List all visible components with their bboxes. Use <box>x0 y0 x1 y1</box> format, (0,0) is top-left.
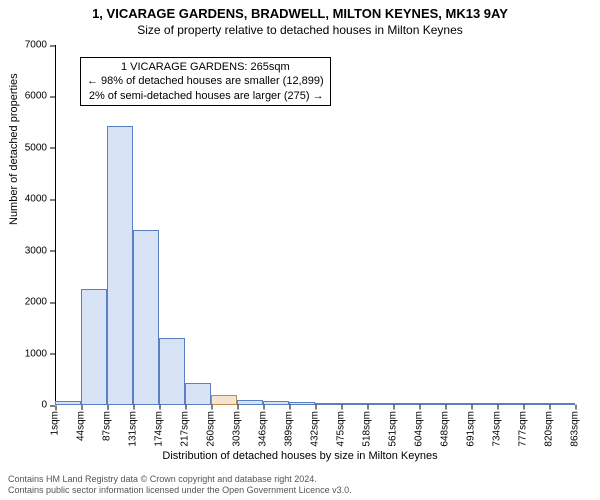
histogram-bar <box>211 395 237 405</box>
x-tick-label: 44sqm <box>76 411 87 441</box>
x-tick-label: 432sqm <box>310 411 321 447</box>
y-tick-label: 1000 <box>25 348 47 359</box>
histogram-bar <box>81 289 107 405</box>
x-tick-label: 346sqm <box>258 411 269 447</box>
y-tick-label: 6000 <box>25 91 47 102</box>
x-tick-label: 87sqm <box>102 411 113 441</box>
y-tick-label: 4000 <box>25 194 47 205</box>
y-tick-label: 2000 <box>25 297 47 308</box>
x-tick-label: 174sqm <box>154 411 165 447</box>
x-tick-label: 389sqm <box>284 411 295 447</box>
y-tick-label: 3000 <box>25 245 47 256</box>
x-tick-label: 518sqm <box>362 411 373 447</box>
footer-line-1: Contains HM Land Registry data © Crown c… <box>8 474 352 485</box>
x-tick-label: 820sqm <box>544 411 555 447</box>
x-tick-label: 475sqm <box>336 411 347 447</box>
x-tick-label: 734sqm <box>492 411 503 447</box>
histogram-bar <box>107 126 133 405</box>
histogram-bar <box>185 383 211 405</box>
footer-line-2: Contains public sector information licen… <box>8 485 352 496</box>
x-tick-label: 777sqm <box>518 411 529 447</box>
x-tick-label: 217sqm <box>180 411 191 447</box>
histogram-bar <box>159 338 185 405</box>
y-tick-label: 7000 <box>25 40 47 51</box>
x-tick-label: 863sqm <box>570 411 581 447</box>
info-line-3: 2% of semi-detached houses are larger (2… <box>87 89 324 103</box>
x-tick-label: 561sqm <box>388 411 399 447</box>
y-ticks: 01000200030004000500060007000 <box>15 45 55 405</box>
x-tick-label: 260sqm <box>206 411 217 447</box>
info-box: 1 VICARAGE GARDENS: 265sqm ← 98% of deta… <box>80 57 331 106</box>
title-main: 1, VICARAGE GARDENS, BRADWELL, MILTON KE… <box>0 0 600 21</box>
x-tick-label: 131sqm <box>128 411 139 447</box>
x-tick-label: 604sqm <box>414 411 425 447</box>
x-axis-label: Distribution of detached houses by size … <box>0 450 600 462</box>
x-tick-label: 691sqm <box>466 411 477 447</box>
footer-attribution: Contains HM Land Registry data © Crown c… <box>8 474 352 496</box>
x-tick-label: 303sqm <box>232 411 243 447</box>
y-tick-label: 0 <box>41 400 47 411</box>
x-tick-label: 648sqm <box>440 411 451 447</box>
chart-area: 01000200030004000500060007000 1sqm44sqm8… <box>55 45 575 405</box>
info-line-2: ← 98% of detached houses are smaller (12… <box>87 74 324 88</box>
x-tick-label: 1sqm <box>50 411 61 435</box>
histogram-bar <box>133 230 159 405</box>
y-tick-label: 5000 <box>25 142 47 153</box>
title-sub: Size of property relative to detached ho… <box>0 21 600 37</box>
info-line-1: 1 VICARAGE GARDENS: 265sqm <box>87 60 324 74</box>
